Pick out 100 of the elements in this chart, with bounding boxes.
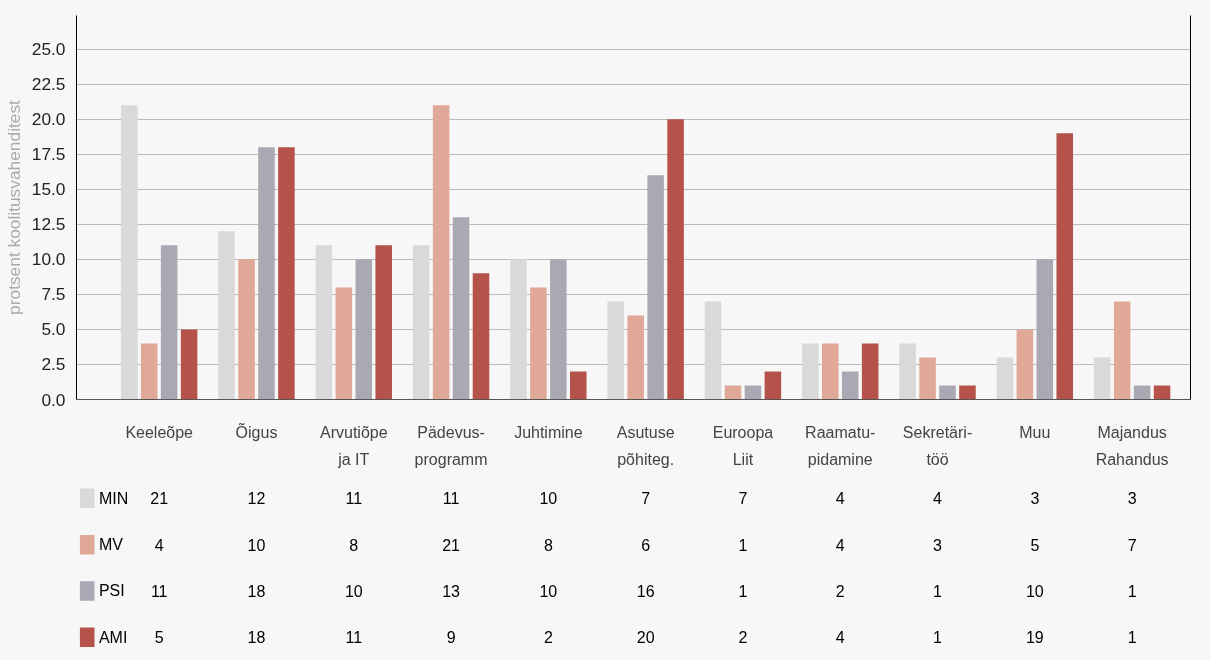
bar — [1036, 259, 1054, 400]
data-label: 5 — [1030, 536, 1040, 554]
x-tick-label: Juhtimine — [514, 423, 583, 441]
data-label: 1 — [1127, 582, 1137, 600]
x-tick-label: Keeleõpe — [125, 423, 194, 441]
data-label: 9 — [446, 629, 456, 647]
data-label: 10 — [247, 536, 266, 554]
bar — [180, 329, 198, 400]
y-tick-label: 25.0 — [31, 39, 66, 60]
data-label: 10 — [539, 490, 558, 508]
bar — [724, 385, 742, 400]
x-tick-label: Arvutiõpe ja IT — [319, 423, 388, 468]
y-tick-label: 17.5 — [31, 144, 66, 165]
bar — [1133, 385, 1151, 400]
bar — [647, 175, 664, 400]
bar — [744, 385, 762, 400]
bar — [1016, 329, 1034, 400]
data-label: 8 — [543, 536, 553, 554]
legend-label: AMI — [98, 628, 128, 646]
data-label: 2 — [543, 629, 553, 647]
legend-label: MIN — [98, 489, 129, 507]
data-label: 20 — [636, 629, 655, 647]
data-label: 10 — [1025, 582, 1044, 600]
bar — [704, 301, 722, 400]
x-tick-label: Asutuse põhiteg. — [616, 423, 675, 468]
data-label: 2 — [738, 629, 748, 647]
bar — [530, 287, 547, 400]
data-label: 11 — [150, 582, 168, 600]
data-label: 4 — [933, 490, 943, 508]
data-label: 19 — [1025, 629, 1044, 647]
bar — [919, 357, 936, 400]
y-tick-label: 2.5 — [41, 354, 66, 375]
bar — [1113, 301, 1131, 400]
bar — [570, 371, 587, 400]
data-label: 4 — [154, 536, 164, 554]
bar — [510, 259, 527, 400]
x-tick-label: Euroopa Liit — [712, 423, 774, 468]
bar — [802, 343, 819, 400]
data-label: 16 — [636, 582, 655, 600]
bar — [335, 287, 353, 400]
bar — [667, 119, 684, 400]
legend-label: PSI — [98, 582, 125, 600]
bar — [1056, 133, 1074, 400]
bar — [861, 343, 879, 400]
data-label: 10 — [539, 582, 558, 600]
data-label: 1 — [1127, 629, 1137, 647]
bar — [996, 357, 1014, 400]
bar — [472, 273, 490, 400]
bar — [627, 315, 644, 400]
data-label: 1 — [738, 536, 748, 554]
data-label: 6 — [641, 536, 651, 554]
y-tick-label: 15.0 — [31, 179, 66, 200]
data-label: 2 — [835, 582, 845, 600]
bar — [218, 231, 235, 400]
x-tick-label: Raamatu- pidamine — [805, 423, 876, 468]
x-tick-label: Majandus Rahandus — [1095, 423, 1169, 468]
bar — [315, 245, 333, 400]
bar — [452, 217, 470, 400]
data-label: 3 — [1127, 490, 1137, 508]
y-axis-title: protsent koolitusvahenditest — [3, 99, 24, 315]
data-label: 1 — [738, 582, 748, 600]
data-label: 18 — [247, 582, 266, 600]
data-label: 3 — [933, 536, 943, 554]
y-tick-label: 10.0 — [31, 249, 66, 270]
data-label: 1 — [933, 629, 943, 647]
bar — [375, 245, 392, 400]
x-tick-label: Muu — [1019, 423, 1051, 441]
data-label: 18 — [247, 629, 266, 647]
data-label: 11 — [345, 629, 363, 647]
y-tick-label: 7.5 — [41, 284, 66, 305]
bar — [607, 301, 625, 400]
y-tick-label: 5.0 — [41, 319, 66, 340]
bar — [140, 343, 158, 400]
data-label: 11 — [442, 490, 460, 508]
bar — [822, 343, 839, 400]
y-tick-label: 12.5 — [31, 214, 66, 235]
data-label: 1 — [933, 582, 943, 600]
bar — [959, 385, 976, 400]
bar — [355, 259, 373, 400]
bar — [258, 147, 275, 400]
data-label: 13 — [442, 582, 461, 600]
bar — [160, 245, 178, 400]
bar — [432, 105, 450, 400]
data-label: 8 — [349, 536, 359, 554]
bar — [238, 259, 255, 400]
bar — [121, 105, 138, 400]
x-tick-label: Õigus — [235, 421, 278, 441]
data-label: 7 — [1127, 536, 1137, 554]
bar — [841, 371, 859, 400]
data-label: 4 — [835, 536, 845, 554]
y-tick-label: 20.0 — [31, 109, 66, 130]
legend-label: MV — [98, 536, 124, 554]
data-label: 10 — [344, 582, 363, 600]
bar — [899, 343, 916, 400]
data-label: 3 — [1030, 490, 1040, 508]
data-label: 5 — [154, 629, 164, 647]
data-label: 7 — [641, 490, 651, 508]
bar — [1093, 357, 1111, 400]
y-tick-label: 22.5 — [31, 74, 66, 95]
data-label: 21 — [442, 536, 461, 554]
